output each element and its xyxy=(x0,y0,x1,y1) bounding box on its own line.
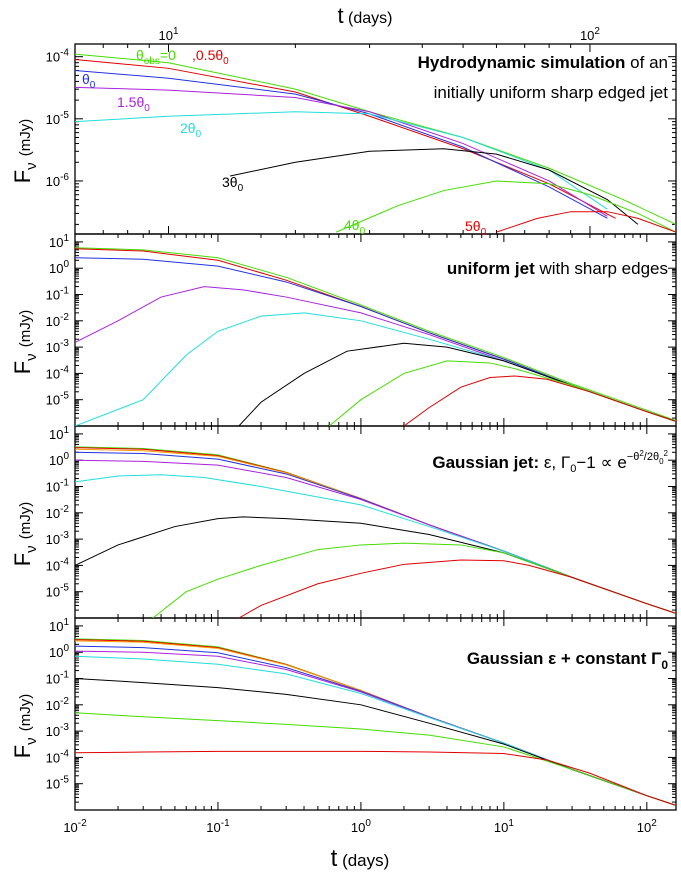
panel-2-curve-1 xyxy=(75,247,676,422)
panel-4-title: Gaussian ε + constant Γ0 xyxy=(467,649,668,672)
panel-1-curve-label: 2θ0 xyxy=(180,120,202,140)
panel-3-title: Gaussian jet: ε, Γ0−1 ∝ e−θ2/2θ02 xyxy=(432,449,668,475)
panel-4-ytick-label: 10-4 xyxy=(46,748,70,765)
panel-2-curve-6 xyxy=(238,342,676,426)
panel-1-ylabel: Fν (mJy) xyxy=(10,119,40,184)
panel-2-ytick-label: 101 xyxy=(49,233,69,250)
panel-4-ytick-label: 10-1 xyxy=(46,670,70,687)
panel-3-ytick-label: 10-3 xyxy=(46,530,70,547)
bottom-xtick-label: 102 xyxy=(637,818,657,835)
panel-1-curve-6 xyxy=(229,148,639,225)
panel-3-ytick-label: 10-5 xyxy=(46,583,70,600)
panel-4-ytick-label: 10-2 xyxy=(46,696,70,713)
panel-1-curve-label: 1.5θ0 xyxy=(117,94,150,114)
panel-4-curve-4 xyxy=(75,645,676,806)
panel-2-ytick-label: 100 xyxy=(49,259,69,276)
panel-4-ytick-label: 100 xyxy=(49,643,69,660)
bottom-xtick-label: 101 xyxy=(494,818,514,835)
panel-3-curve-9 xyxy=(238,559,676,618)
panel-2-curve-4 xyxy=(75,286,676,422)
axes-layer xyxy=(74,43,677,811)
panel-2-ytick-label: 10-3 xyxy=(46,338,70,355)
panel-4-frame xyxy=(74,617,677,811)
panel-1-curve-label: 5θ0 xyxy=(465,218,487,238)
panel-4-ytick-label: 101 xyxy=(49,617,69,634)
panel-3-ytick-label: 10-2 xyxy=(46,504,70,521)
panel-2-ytick-label: 10-1 xyxy=(46,286,70,303)
bottom-xtick-label: 10-1 xyxy=(206,818,230,835)
panel-3-curve-2 xyxy=(75,447,676,614)
panel-3-ytick-label: 101 xyxy=(49,425,69,442)
panel-1-curve-1 xyxy=(75,53,676,225)
panel-1-title-line2: initially uniform sharp edged jet xyxy=(434,83,669,102)
panel-1-ytick-label: 10-4 xyxy=(46,48,70,65)
panel-1-frame xyxy=(74,43,677,235)
panel-1-ytick-label: 10-6 xyxy=(46,172,70,189)
panel-2-curve-7 xyxy=(328,360,676,426)
panel-1-curve-7 xyxy=(336,180,676,233)
curves-layer xyxy=(75,53,676,806)
panel-3-curve-7 xyxy=(75,516,676,614)
panel-2-curve-5 xyxy=(75,312,676,426)
panel-2-ytick-label: 10-4 xyxy=(46,364,70,381)
text-layer: 10-4 10-5 10-6 Fν (mJy) 101 100 10-1 10-2 10-3 10… xyxy=(10,3,669,872)
top-xtick-label: 102 xyxy=(580,26,600,43)
panel-3-ytick-label: 100 xyxy=(49,451,69,468)
panel-3-curve-4 xyxy=(75,451,676,614)
panel-1-curve-label: θ0 xyxy=(82,71,96,91)
panel-4-curve-5 xyxy=(75,650,676,806)
panel-3-curve-8 xyxy=(152,542,676,618)
top-xlabel: t (days) xyxy=(337,3,392,28)
panel-3-curve-3 xyxy=(75,448,676,614)
panel-2-ytick-label: 10-2 xyxy=(46,312,70,329)
panel-1-curve-label: ,0.5θ0 xyxy=(192,47,229,67)
panel-2-title: uniform jet with sharp edges xyxy=(447,259,668,278)
panel-4-ytick-label: 10-5 xyxy=(46,775,70,792)
panel-2-curve-3 xyxy=(75,257,676,422)
panel-4-curve-8 xyxy=(75,712,676,806)
panel-3-ylabel: Fν (mJy) xyxy=(10,502,40,567)
panel-3-ytick-label: 10-1 xyxy=(46,478,70,495)
panel-4-ytick-label: 10-3 xyxy=(46,722,70,739)
bottom-xtick-label: 100 xyxy=(351,818,371,835)
top-xtick-label: 101 xyxy=(158,26,178,43)
panel-1-ytick-label: 10-5 xyxy=(46,110,70,127)
panel-3-curve-5 xyxy=(75,459,676,614)
panel-1-curve-label: θobs=0 xyxy=(136,47,176,67)
panel-1-curve-label: 4θ0 xyxy=(344,217,366,237)
panel-4-curve-9 xyxy=(75,750,676,806)
panel-1-curve-label: 3θ0 xyxy=(222,174,244,194)
panel-2-curve-8 xyxy=(403,375,676,426)
panel-1-curve-4 xyxy=(75,86,608,217)
panel-1-curve-8 xyxy=(496,211,676,233)
panel-3-ytick-label: 10-4 xyxy=(46,556,70,573)
panel-2-ytick-label: 10-5 xyxy=(46,391,70,408)
panel-1-title: Hydrodynamic simulation of an xyxy=(418,53,668,72)
panel-4-ylabel: Fν (mJy) xyxy=(10,694,40,759)
bottom-xtick-label: 10-2 xyxy=(63,818,87,835)
panel-2-ylabel: Fν (mJy) xyxy=(10,310,40,375)
bottom-xlabel: t (days) xyxy=(331,845,390,872)
